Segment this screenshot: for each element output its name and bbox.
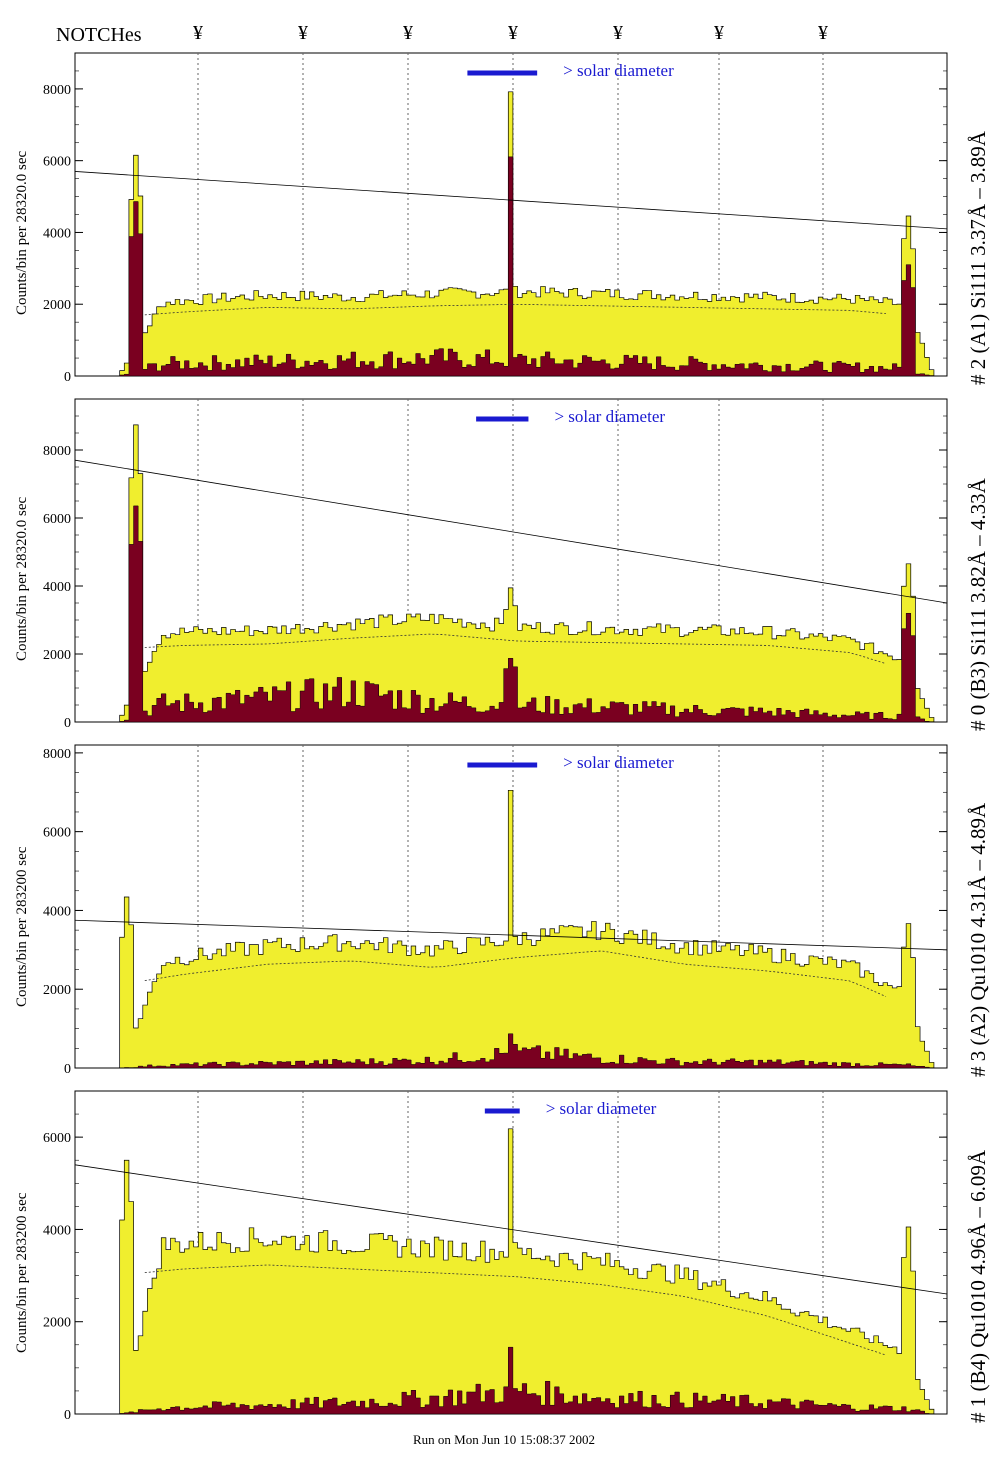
run-info-footer: Run on Mon Jun 10 15:08:37 2002 bbox=[412, 1432, 595, 1447]
y-tick-label: 8000 bbox=[43, 83, 71, 98]
panel-label: # 1 (B4) Qu1010 4.96Å – 6.09Å bbox=[966, 1149, 990, 1423]
solar-diameter-label: > solar diameter bbox=[563, 61, 674, 80]
envelope-curve bbox=[144, 1264, 887, 1356]
y-tick-label: 4000 bbox=[43, 904, 71, 919]
trend-line bbox=[74, 1164, 948, 1295]
envelope-curve bbox=[144, 950, 887, 997]
chart-panel-1: 0 2000 4000 6000 8000 bbox=[43, 398, 948, 731]
solar-diameter-label: > solar diameter bbox=[563, 753, 674, 772]
solar-counts-histogram bbox=[101, 1033, 935, 1069]
total-counts-histogram bbox=[101, 1128, 935, 1415]
y-tick-label: 8000 bbox=[43, 444, 71, 459]
notch-marker: ¥ bbox=[508, 22, 518, 44]
total-counts-histogram bbox=[101, 91, 935, 377]
panel-label: # 3 (A2) Qu1010 4.31Å – 4.89Å bbox=[966, 802, 990, 1077]
notch-marker: ¥ bbox=[298, 22, 308, 44]
y-tick-label: 6000 bbox=[43, 1131, 71, 1146]
y-tick-label: 0 bbox=[64, 716, 71, 731]
solar-counts-histogram bbox=[101, 156, 935, 377]
notch-marker: ¥ bbox=[193, 22, 203, 44]
total-counts-histogram bbox=[101, 789, 935, 1069]
total-counts-histogram bbox=[101, 424, 935, 723]
y-tick-label: 6000 bbox=[43, 512, 71, 527]
notch-marker: ¥ bbox=[714, 22, 724, 44]
y-axis-label: Counts/bin per 28320.0 sec bbox=[14, 496, 30, 661]
y-tick-label: 2000 bbox=[43, 648, 71, 663]
y-tick-label: 8000 bbox=[43, 747, 71, 762]
notch-marker: ¥ bbox=[818, 22, 828, 44]
chart-panel-0: 0 2000 4000 6000 8000 bbox=[43, 52, 948, 385]
solar-counts-histogram bbox=[101, 1346, 935, 1415]
chart-panel-2: 0 2000 4000 6000 8000 bbox=[43, 744, 948, 1077]
chart-panel-3: 0 2000 4000 6000 bbox=[43, 1090, 948, 1423]
panel-label: # 2 (A1) Si111 3.37Å – 3.89Å bbox=[966, 130, 990, 385]
solar-diameter-label: > solar diameter bbox=[545, 1099, 657, 1118]
y-tick-label: 4000 bbox=[43, 580, 71, 595]
notches-label: NOTCHes bbox=[56, 24, 142, 46]
y-tick-label: 2000 bbox=[43, 298, 71, 313]
y-tick-label: 6000 bbox=[43, 826, 71, 841]
y-tick-label: 4000 bbox=[43, 1223, 71, 1238]
y-tick-label: 0 bbox=[64, 1062, 71, 1077]
y-tick-label: 0 bbox=[64, 370, 71, 385]
trend-line bbox=[74, 459, 948, 604]
solar-counts-histogram bbox=[101, 505, 935, 723]
y-tick-label: 0 bbox=[64, 1408, 71, 1423]
y-tick-label: 4000 bbox=[43, 226, 71, 241]
trend-line bbox=[74, 171, 948, 230]
notch-marker: ¥ bbox=[403, 22, 413, 44]
notch-marker: ¥ bbox=[613, 22, 623, 44]
trend-line bbox=[74, 919, 948, 951]
y-axis-label: Counts/bin per 283200 sec bbox=[14, 1192, 30, 1353]
y-tick-label: 2000 bbox=[43, 983, 71, 998]
panel-label: # 0 (B3) Si111 3.82Å – 4.33Å bbox=[966, 477, 990, 731]
y-tick-label: 6000 bbox=[43, 155, 71, 170]
y-axis-label: Counts/bin per 28320.0 sec bbox=[14, 150, 30, 315]
y-tick-label: 2000 bbox=[43, 1316, 71, 1331]
y-axis-label: Counts/bin per 283200 sec bbox=[14, 846, 30, 1007]
solar-diameter-label: > solar diameter bbox=[554, 407, 666, 426]
